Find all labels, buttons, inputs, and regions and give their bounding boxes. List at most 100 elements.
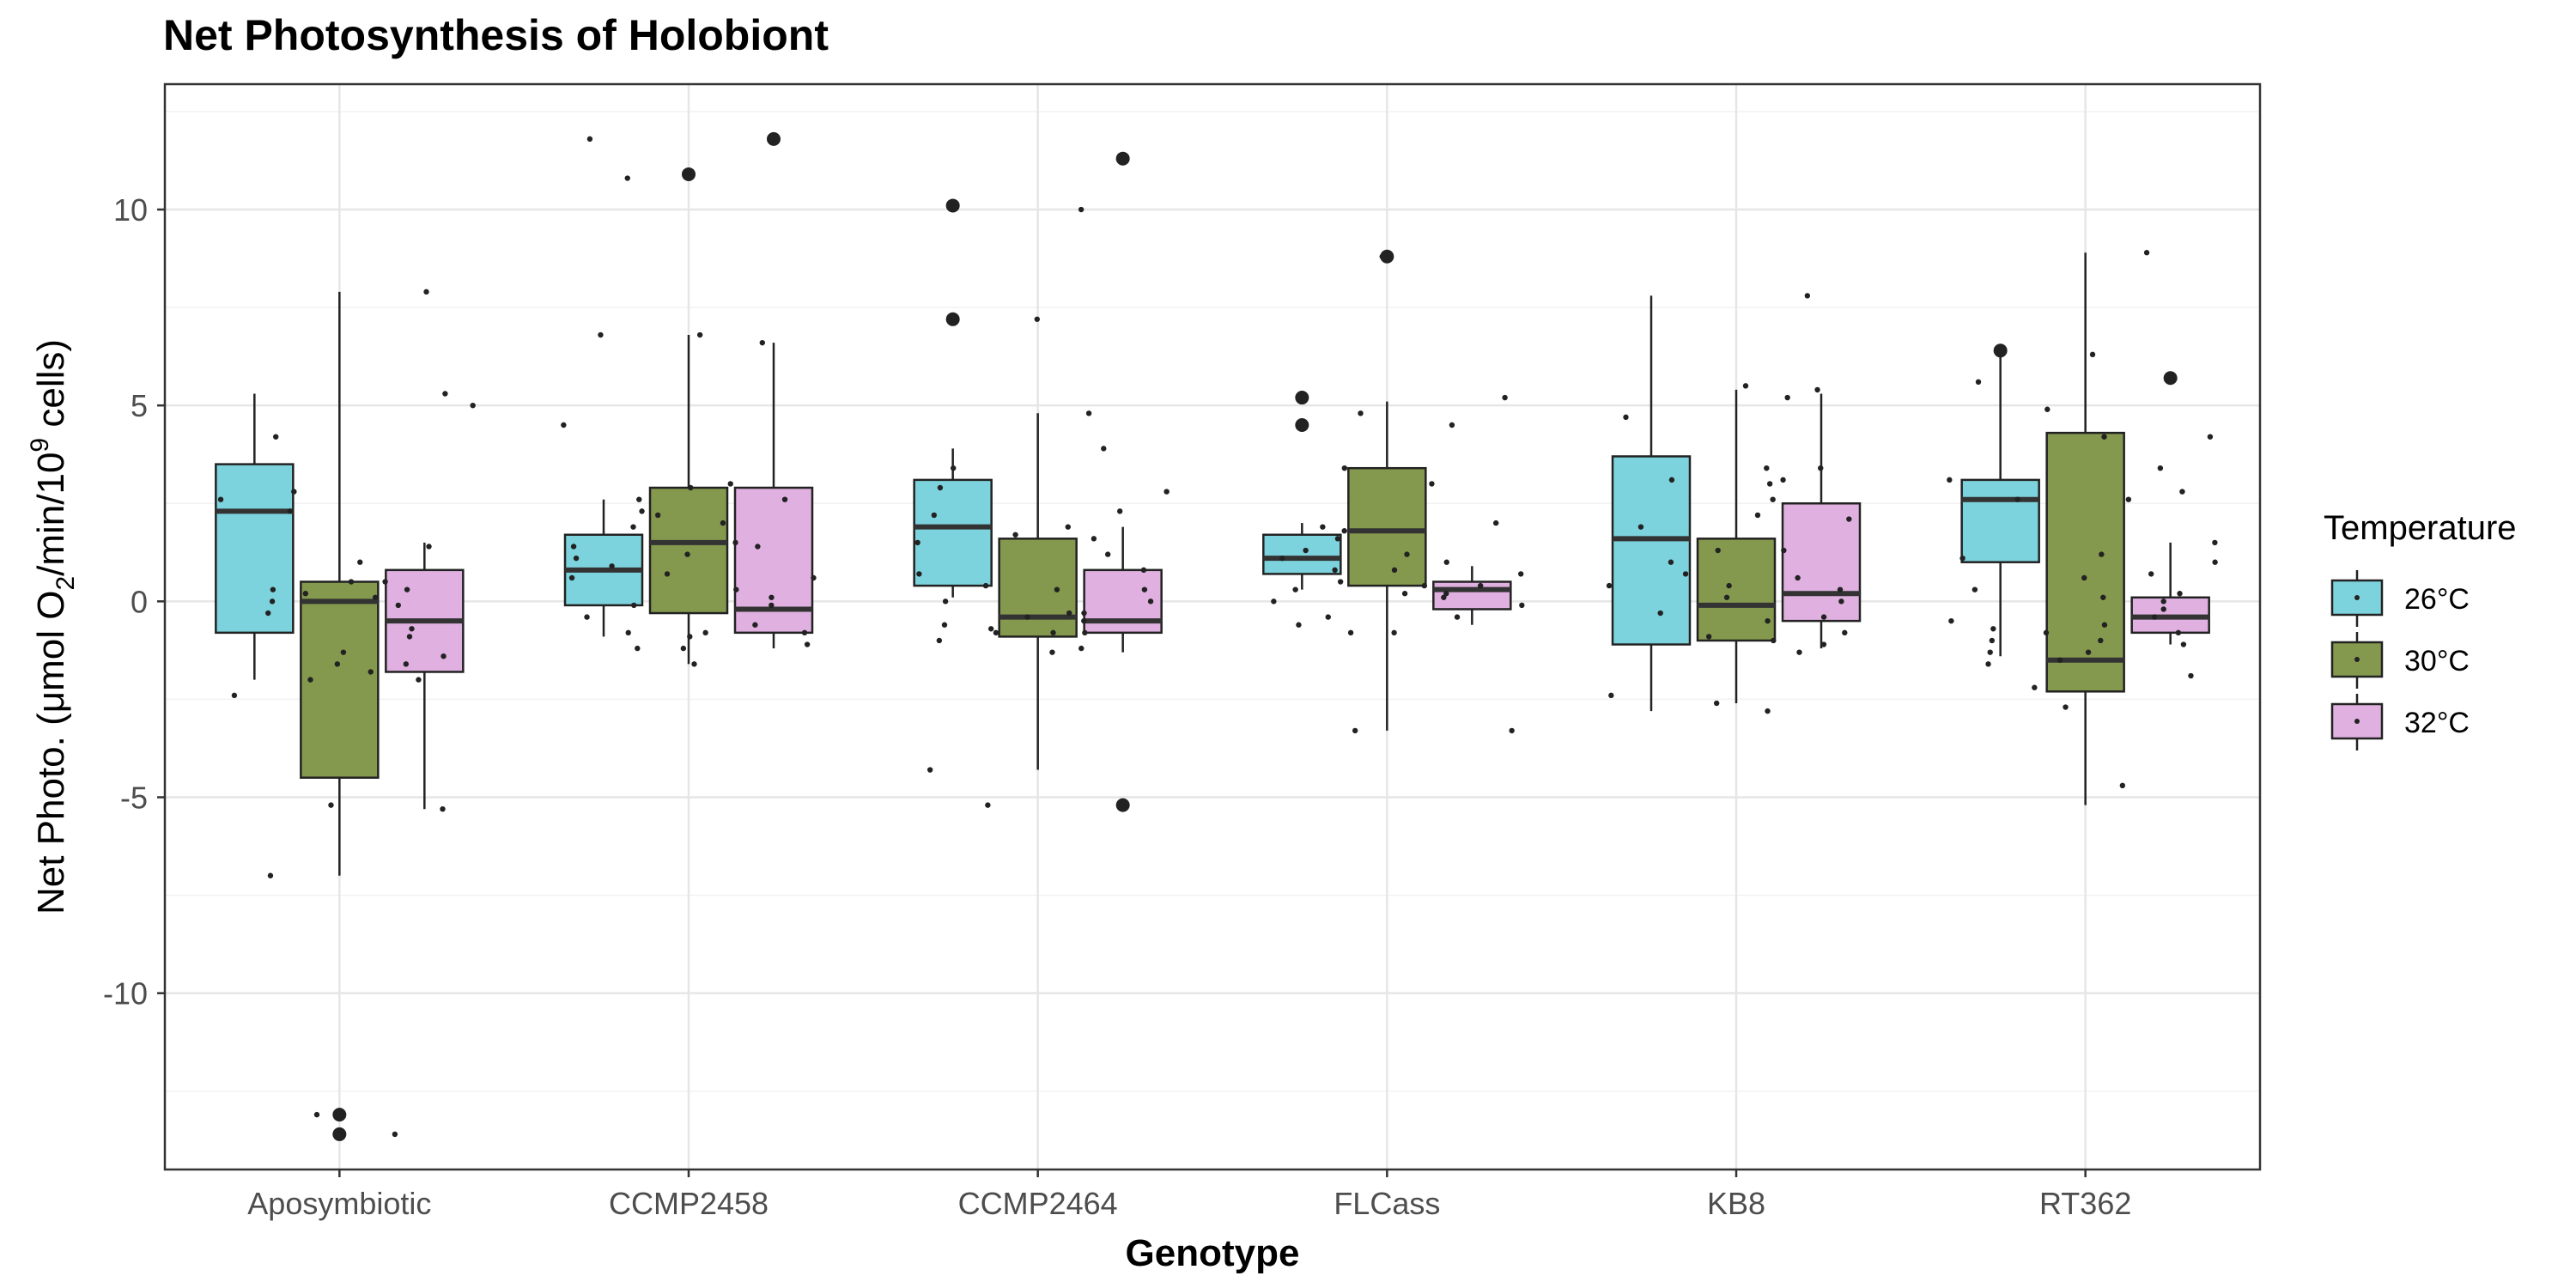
data-point xyxy=(1975,379,1982,386)
x-tick-label: FLCass xyxy=(1334,1186,1440,1221)
data-point xyxy=(733,586,739,592)
data-point xyxy=(2081,574,2087,581)
data-point xyxy=(1358,410,1364,416)
data-point xyxy=(1846,516,1852,522)
boxplot xyxy=(1696,389,1777,703)
data-point xyxy=(1668,477,1675,483)
data-point xyxy=(1818,465,1824,471)
data-point xyxy=(664,571,671,577)
legend-label: 32°C xyxy=(2404,707,2470,739)
data-point xyxy=(1780,477,1786,483)
data-point xyxy=(937,484,944,491)
legend-item: 26°C xyxy=(2330,570,2470,627)
data-point xyxy=(1519,602,1525,609)
y-axis-title: Net Photo. (μmol O2/min/109 cells) xyxy=(26,339,80,914)
outlier-point xyxy=(1380,249,1394,264)
x-tick-label: CCMP2458 xyxy=(609,1186,769,1221)
data-point xyxy=(1771,637,1777,644)
data-point xyxy=(1989,637,1996,644)
data-point xyxy=(1820,641,1827,647)
data-point xyxy=(1443,591,1449,597)
data-point xyxy=(409,626,415,632)
x-axis: Aposymbiotic CCMP2458 CCMP2464 FLCass KB8 RT3… xyxy=(247,1170,2131,1221)
box xyxy=(1696,538,1777,642)
data-point xyxy=(1765,708,1771,714)
data-point xyxy=(1723,594,1730,600)
data-point xyxy=(687,634,693,640)
data-point xyxy=(2179,489,2185,495)
data-point xyxy=(1765,617,1771,624)
data-point xyxy=(630,524,636,530)
data-point xyxy=(1990,626,1996,632)
data-point xyxy=(404,586,410,592)
box xyxy=(648,486,729,615)
data-point xyxy=(1606,582,1613,589)
data-point xyxy=(1085,410,1092,416)
data-point xyxy=(1509,727,1515,734)
data-point xyxy=(2101,434,2107,440)
data-point xyxy=(568,574,575,581)
data-point xyxy=(2098,637,2104,644)
data-point xyxy=(573,555,580,562)
data-point xyxy=(2212,559,2218,565)
data-point xyxy=(2032,684,2038,690)
box xyxy=(998,538,1078,638)
data-point xyxy=(313,1111,320,1118)
data-point xyxy=(702,629,708,636)
data-point xyxy=(1668,559,1674,565)
data-point xyxy=(2125,496,2132,502)
box xyxy=(1262,533,1342,575)
data-point xyxy=(2099,551,2105,557)
legend-key-point xyxy=(2354,595,2360,600)
data-point xyxy=(1147,598,1154,605)
box xyxy=(300,580,380,779)
data-point xyxy=(1163,489,1170,495)
data-point xyxy=(1091,536,1097,542)
data-point xyxy=(273,434,279,440)
data-point xyxy=(2063,704,2069,710)
data-point xyxy=(1441,594,1447,600)
data-point xyxy=(1391,629,1397,636)
data-point xyxy=(609,563,615,569)
data-point xyxy=(584,614,590,620)
boxplot xyxy=(913,198,993,598)
data-point xyxy=(1054,586,1060,592)
box xyxy=(1611,455,1692,646)
data-point xyxy=(2089,351,2096,358)
data-point xyxy=(1842,629,1848,636)
data-point xyxy=(2119,782,2126,789)
data-point xyxy=(2101,622,2108,628)
y-tick-label: -5 xyxy=(120,780,148,815)
data-point xyxy=(440,653,447,659)
outlier-point xyxy=(332,1108,347,1122)
data-point xyxy=(755,544,761,550)
data-point xyxy=(1105,551,1111,557)
outlier-point xyxy=(332,1127,347,1141)
data-point xyxy=(570,544,577,550)
data-point xyxy=(392,1131,398,1138)
data-point xyxy=(781,496,788,502)
data-point xyxy=(2212,539,2218,546)
data-point xyxy=(217,496,224,502)
x-axis-title: Genotype xyxy=(1126,1232,1300,1274)
data-point xyxy=(1754,512,1761,519)
data-point xyxy=(1352,727,1358,734)
data-point xyxy=(1764,465,1770,471)
data-point xyxy=(442,391,448,397)
data-point xyxy=(265,610,271,617)
x-tick-label: RT362 xyxy=(2039,1186,2131,1221)
data-point xyxy=(334,661,341,667)
data-point xyxy=(951,465,957,471)
y-tick-label: 5 xyxy=(131,388,148,423)
data-point xyxy=(2180,641,2187,647)
data-point xyxy=(941,622,948,628)
data-point xyxy=(1959,555,1965,562)
legend: Temperature 26°C 30°C 32°C xyxy=(2324,509,2517,750)
boxplot xyxy=(2130,371,2210,645)
box xyxy=(1960,478,2040,563)
data-point xyxy=(914,539,920,546)
boxplot xyxy=(215,393,295,680)
data-point xyxy=(927,767,933,773)
data-point xyxy=(1814,386,1820,393)
data-point xyxy=(598,331,604,338)
